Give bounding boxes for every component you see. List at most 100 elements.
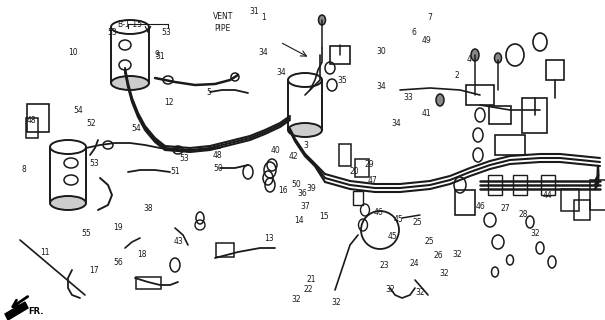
Ellipse shape [288, 123, 322, 137]
Bar [489, 106, 511, 124]
Bar [513, 175, 527, 195]
Text: 53: 53 [107, 28, 117, 36]
Text: 26: 26 [434, 252, 443, 260]
Text: 22: 22 [304, 285, 313, 294]
Bar [495, 135, 525, 155]
Text: 54: 54 [74, 106, 83, 115]
Text: 9: 9 [155, 50, 160, 59]
Text: 55: 55 [82, 229, 91, 238]
Text: 32: 32 [452, 250, 462, 259]
Text: 47: 47 [367, 176, 377, 185]
Text: 15: 15 [319, 212, 329, 220]
Ellipse shape [436, 94, 444, 106]
Text: 13: 13 [264, 234, 274, 243]
Text: 48: 48 [213, 151, 223, 160]
Text: 7: 7 [427, 13, 432, 22]
Text: 38: 38 [143, 204, 153, 212]
Text: 32: 32 [385, 285, 395, 294]
Text: 53: 53 [180, 154, 189, 163]
Text: 34: 34 [258, 48, 268, 57]
Text: 23: 23 [379, 261, 389, 270]
Text: 25: 25 [413, 218, 422, 227]
Text: 44: 44 [543, 191, 552, 200]
Bar [574, 200, 590, 220]
Ellipse shape [494, 53, 502, 63]
Text: 51: 51 [171, 167, 180, 176]
Text: 8: 8 [22, 165, 27, 174]
Text: 51: 51 [155, 52, 165, 60]
Bar [355, 159, 369, 177]
Text: 54: 54 [131, 124, 141, 132]
Text: 35: 35 [337, 76, 347, 84]
Text: 2: 2 [454, 71, 459, 80]
Text: 32: 32 [440, 269, 450, 278]
Text: 29: 29 [364, 160, 374, 169]
Text: 18: 18 [137, 250, 147, 259]
Ellipse shape [50, 196, 86, 210]
Bar [330, 46, 350, 64]
Bar [541, 175, 555, 195]
Text: 46: 46 [476, 202, 486, 211]
Text: 24: 24 [410, 260, 419, 268]
Text: 50: 50 [292, 180, 301, 188]
Text: 37: 37 [301, 202, 310, 211]
Text: 45: 45 [387, 232, 397, 241]
Text: 53: 53 [89, 159, 99, 168]
Bar [27, 104, 49, 132]
Text: 21: 21 [307, 276, 316, 284]
Text: 1: 1 [261, 13, 266, 22]
Text: 5: 5 [206, 88, 211, 97]
Text: 41: 41 [422, 109, 431, 118]
Text: 32: 32 [292, 295, 301, 304]
Text: 12: 12 [165, 98, 174, 107]
Ellipse shape [50, 140, 86, 154]
Text: 40: 40 [270, 146, 280, 155]
Text: 56: 56 [113, 258, 123, 267]
Text: 43: 43 [174, 237, 183, 246]
Bar [26, 118, 38, 138]
Text: 48: 48 [27, 116, 36, 124]
Text: 20: 20 [349, 167, 359, 176]
Text: 34: 34 [391, 119, 401, 128]
Bar [523, 98, 548, 132]
Text: 34: 34 [276, 68, 286, 76]
Text: 10: 10 [68, 48, 77, 57]
Text: 17: 17 [89, 266, 99, 275]
Bar [590, 180, 605, 210]
Text: 31: 31 [249, 7, 259, 16]
Text: 49: 49 [422, 36, 431, 44]
Bar [339, 144, 351, 166]
Text: 30: 30 [376, 47, 386, 56]
Ellipse shape [318, 15, 325, 25]
Text: 32: 32 [531, 229, 540, 238]
Text: PIPE: PIPE [215, 24, 231, 33]
Ellipse shape [111, 20, 149, 34]
Ellipse shape [288, 73, 322, 87]
Bar [488, 175, 502, 195]
Bar [353, 191, 363, 205]
Text: 19: 19 [113, 223, 123, 232]
Text: 39: 39 [307, 184, 316, 193]
Text: 4: 4 [466, 55, 471, 64]
Text: 46: 46 [373, 208, 383, 217]
Text: 42: 42 [289, 152, 298, 161]
Polygon shape [5, 302, 28, 320]
Text: 14: 14 [295, 216, 304, 225]
Text: 33: 33 [404, 93, 413, 102]
Text: 6: 6 [412, 28, 417, 36]
Text: 32: 32 [416, 288, 425, 297]
Text: 32: 32 [331, 298, 341, 307]
Text: B-1-15: B-1-15 [117, 20, 143, 28]
Text: 3: 3 [303, 141, 308, 150]
Bar [546, 60, 564, 80]
Text: VENT: VENT [212, 12, 233, 20]
Ellipse shape [471, 49, 479, 61]
Text: 28: 28 [518, 210, 528, 219]
Text: 11: 11 [41, 248, 50, 257]
Text: 36: 36 [298, 189, 307, 198]
Text: 34: 34 [376, 82, 386, 91]
Bar [561, 189, 579, 211]
Text: 45: 45 [393, 215, 403, 224]
Text: 53: 53 [162, 28, 171, 36]
Text: 27: 27 [500, 204, 510, 212]
